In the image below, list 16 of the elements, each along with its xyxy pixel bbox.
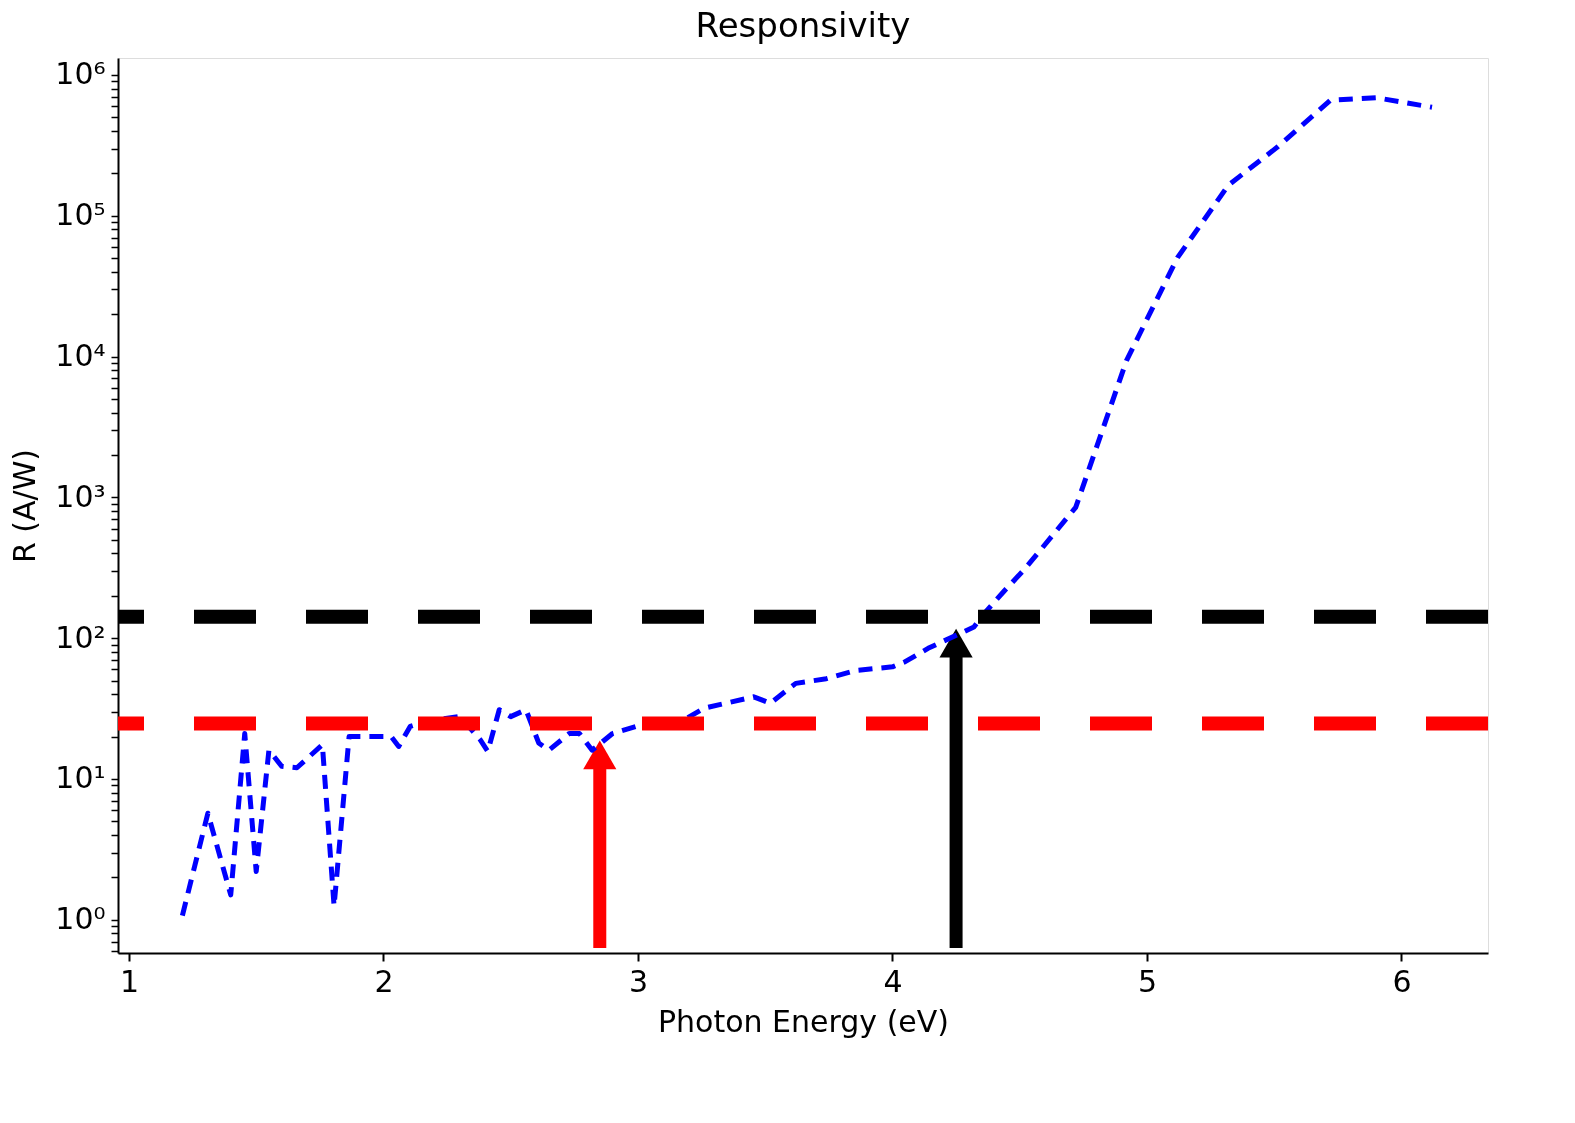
y-tick-label: 10⁰ bbox=[55, 901, 106, 937]
y-tick-label: 10⁵ bbox=[55, 197, 106, 233]
x-tick-label: 1 bbox=[119, 963, 139, 999]
y-axis-title: R (A/W) bbox=[7, 448, 43, 564]
x-tick-label: 6 bbox=[1392, 963, 1412, 999]
x-tick-label: 4 bbox=[883, 963, 903, 999]
y-tick-label: 10³ bbox=[55, 478, 106, 514]
x-tick-label: 3 bbox=[628, 963, 648, 999]
y-tick-label: 10¹ bbox=[55, 760, 106, 796]
chart-title: Responsivity bbox=[695, 5, 911, 45]
y-tick-label: 10² bbox=[55, 619, 106, 655]
x-axis-title: Photon Energy (eV) bbox=[657, 1003, 950, 1039]
x-tick-label: 5 bbox=[1137, 963, 1158, 999]
x-tick-label: 2 bbox=[374, 963, 394, 999]
y-tick-label: 10⁴ bbox=[55, 338, 106, 374]
y-tick-label: 10⁶ bbox=[55, 56, 106, 92]
